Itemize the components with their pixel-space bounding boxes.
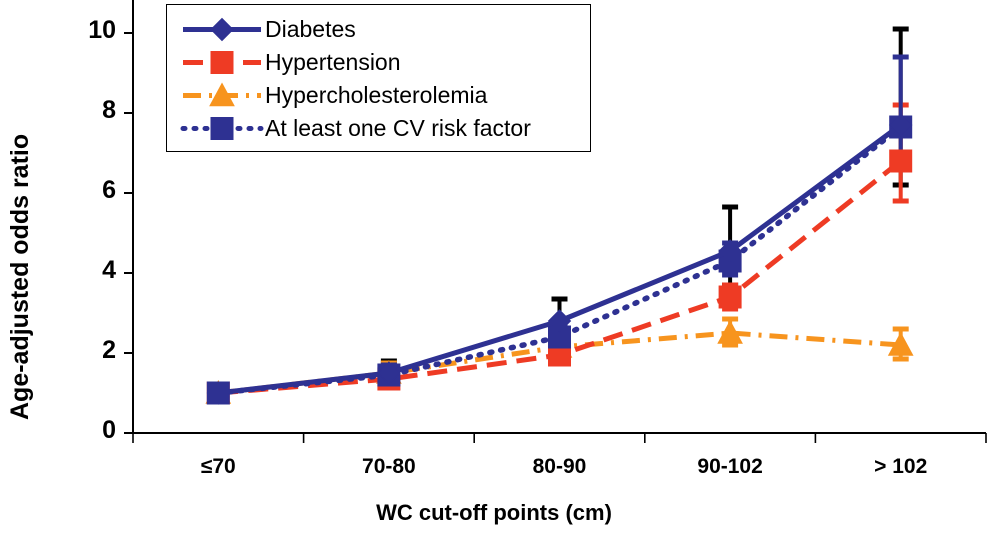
x-axis-tick-label: 80-90 (532, 455, 587, 478)
series-hypertension (206, 149, 913, 405)
x-axis-tick-label: 70-80 (362, 455, 416, 478)
x-axis-title: WC cut-off points (cm) (376, 500, 612, 525)
x-axis-tick-label: > 102 (874, 455, 928, 478)
legend-item: Hypertension (179, 46, 590, 79)
chart-legend: Diabetes Hypertension Hypercholesterolemia… (166, 4, 591, 152)
y-axis-tick-label: 8 (102, 96, 116, 124)
legend-item: Hypercholesterolemia (179, 79, 590, 112)
series-diabetes (206, 113, 913, 405)
legend-item-label: Hypercholesterolemia (265, 82, 488, 108)
legend-square-icon (179, 112, 265, 145)
x-axis-tick-label: ≤70 (200, 455, 236, 478)
y-axis-tick-label: 6 (102, 176, 116, 204)
y-axis-tick-label: 4 (102, 256, 116, 284)
y-axis-tick-label: 10 (88, 16, 116, 44)
legend-item-label: Hypertension (265, 49, 401, 75)
y-axis-title: Age-adjusted odds ratio (6, 133, 34, 420)
legend-diamond-icon (179, 13, 265, 46)
legend-item-label: Diabetes (265, 16, 356, 42)
legend-triangle-icon (179, 79, 265, 112)
y-axis-tick-label: 2 (102, 336, 116, 364)
legend-item-label: At least one CV risk factor (265, 115, 531, 141)
y-axis-tick-label: 0 (102, 416, 116, 444)
axis-lines (124, 0, 987, 443)
legend-item: Diabetes (179, 13, 590, 46)
legend-item: At least one CV risk factor (179, 112, 590, 145)
x-axis-tick-label: 90-102 (697, 455, 763, 478)
legend-square-icon (179, 46, 265, 79)
